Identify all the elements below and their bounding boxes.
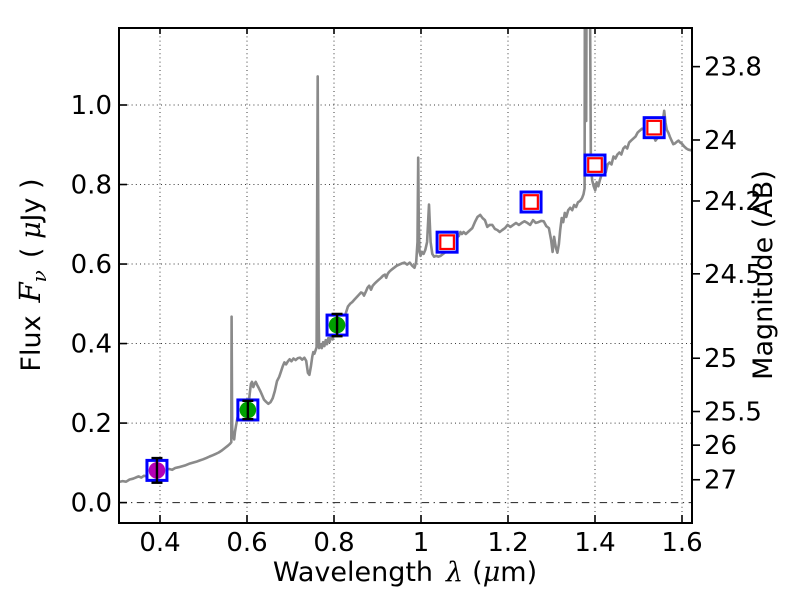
- x-tick-label: 1.6: [661, 528, 702, 558]
- red-inner-square: [587, 157, 603, 173]
- y-left-tick-label: 0.0: [71, 489, 112, 519]
- x-tick-label: 0.4: [139, 528, 180, 558]
- tick-marks: [119, 28, 700, 523]
- red-inner-square: [523, 194, 539, 210]
- y-right-tick-label: 24.5: [704, 260, 762, 290]
- x-tick-label: 1.2: [487, 528, 528, 558]
- y-left-tick-label: 0.4: [71, 330, 112, 360]
- x-tick-label: 1.4: [574, 528, 615, 558]
- y-right-tick-label: 27: [704, 466, 737, 496]
- y-right-tick-label: 25: [704, 344, 737, 374]
- photometry-point-open: [435, 230, 459, 254]
- photometry-point-open: [519, 190, 543, 214]
- x-tick-label: 0.8: [313, 528, 354, 558]
- y-left-tick-label: 0.6: [71, 250, 112, 280]
- y-left-tick-label: 0.2: [71, 409, 112, 439]
- x-tick-label: 1: [413, 528, 430, 558]
- photometry-point-open: [583, 153, 607, 177]
- y-axis-label-right: Magnitude (AB): [748, 170, 779, 380]
- x-axis-label: Wavelength λ (μm): [273, 557, 537, 588]
- y-right-tick-label: 25.5: [704, 398, 762, 428]
- red-inner-square: [439, 234, 455, 251]
- photometry-markers: [145, 116, 666, 484]
- y-right-tick-label: 24.2: [704, 187, 762, 217]
- y-right-tick-label: 24: [704, 126, 737, 156]
- y-axis-label-left: FluxFν( μJy ): [13, 178, 51, 371]
- x-tick-label: 0.6: [226, 528, 267, 558]
- axes-frame: [118, 27, 693, 524]
- y-right-tick-label: 26: [704, 431, 737, 461]
- tick-labels: 0.4 0.6 0.8 1 1.2 1.4 1.6 0.0 0.2 0.4 0.6 0.8 1.0 23.…: [71, 53, 762, 558]
- photometry-point-filled: [145, 456, 169, 484]
- y-left-tick-label: 1.0: [71, 91, 112, 121]
- photometry-point-filled: [236, 398, 260, 422]
- y-left-tick-label: 0.8: [71, 171, 112, 201]
- photometry-point-open: [642, 116, 666, 140]
- y-right-tick-label: 23.8: [704, 53, 762, 83]
- red-inner-square: [646, 119, 663, 136]
- photometry-point-filled: [325, 312, 349, 338]
